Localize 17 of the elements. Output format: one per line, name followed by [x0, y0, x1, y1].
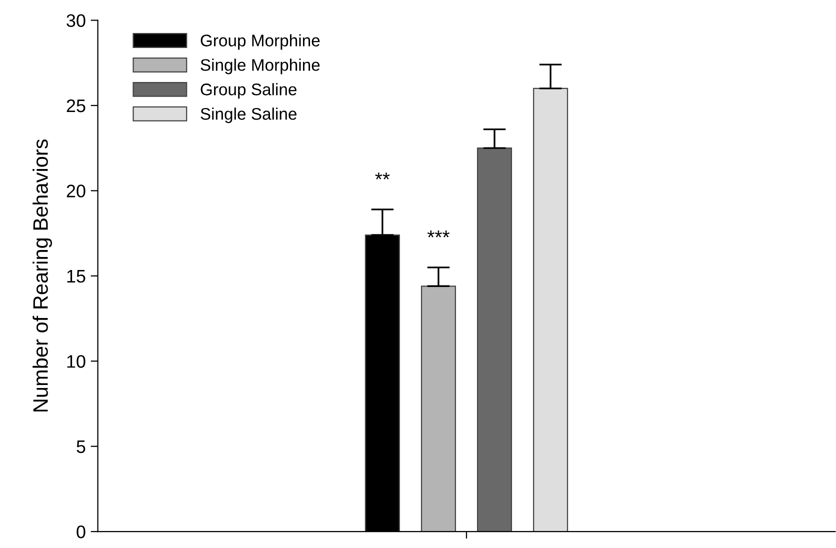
legend-label: Group Morphine	[200, 34, 320, 50]
legend-label: Group Saline	[200, 83, 296, 99]
legend-label: Single Saline	[200, 108, 296, 124]
y-tick-label: 5	[76, 440, 86, 454]
annotation: **	[375, 172, 390, 180]
y-tick-label: 30	[66, 14, 86, 27]
y-tick-label: 10	[67, 355, 86, 368]
y-tick-label: 0	[76, 525, 86, 538]
y-axis-title: Number of Rearing Behaviors	[32, 139, 52, 412]
legend-label: Single Morphine	[200, 58, 320, 74]
y-tick-label: 15	[67, 270, 86, 283]
bar	[533, 88, 568, 532]
y-tick-label: 25	[66, 99, 86, 112]
y-tick-label: 20	[66, 184, 86, 198]
bar	[420, 286, 456, 532]
annotation: ***	[427, 230, 450, 238]
bar	[476, 148, 512, 532]
